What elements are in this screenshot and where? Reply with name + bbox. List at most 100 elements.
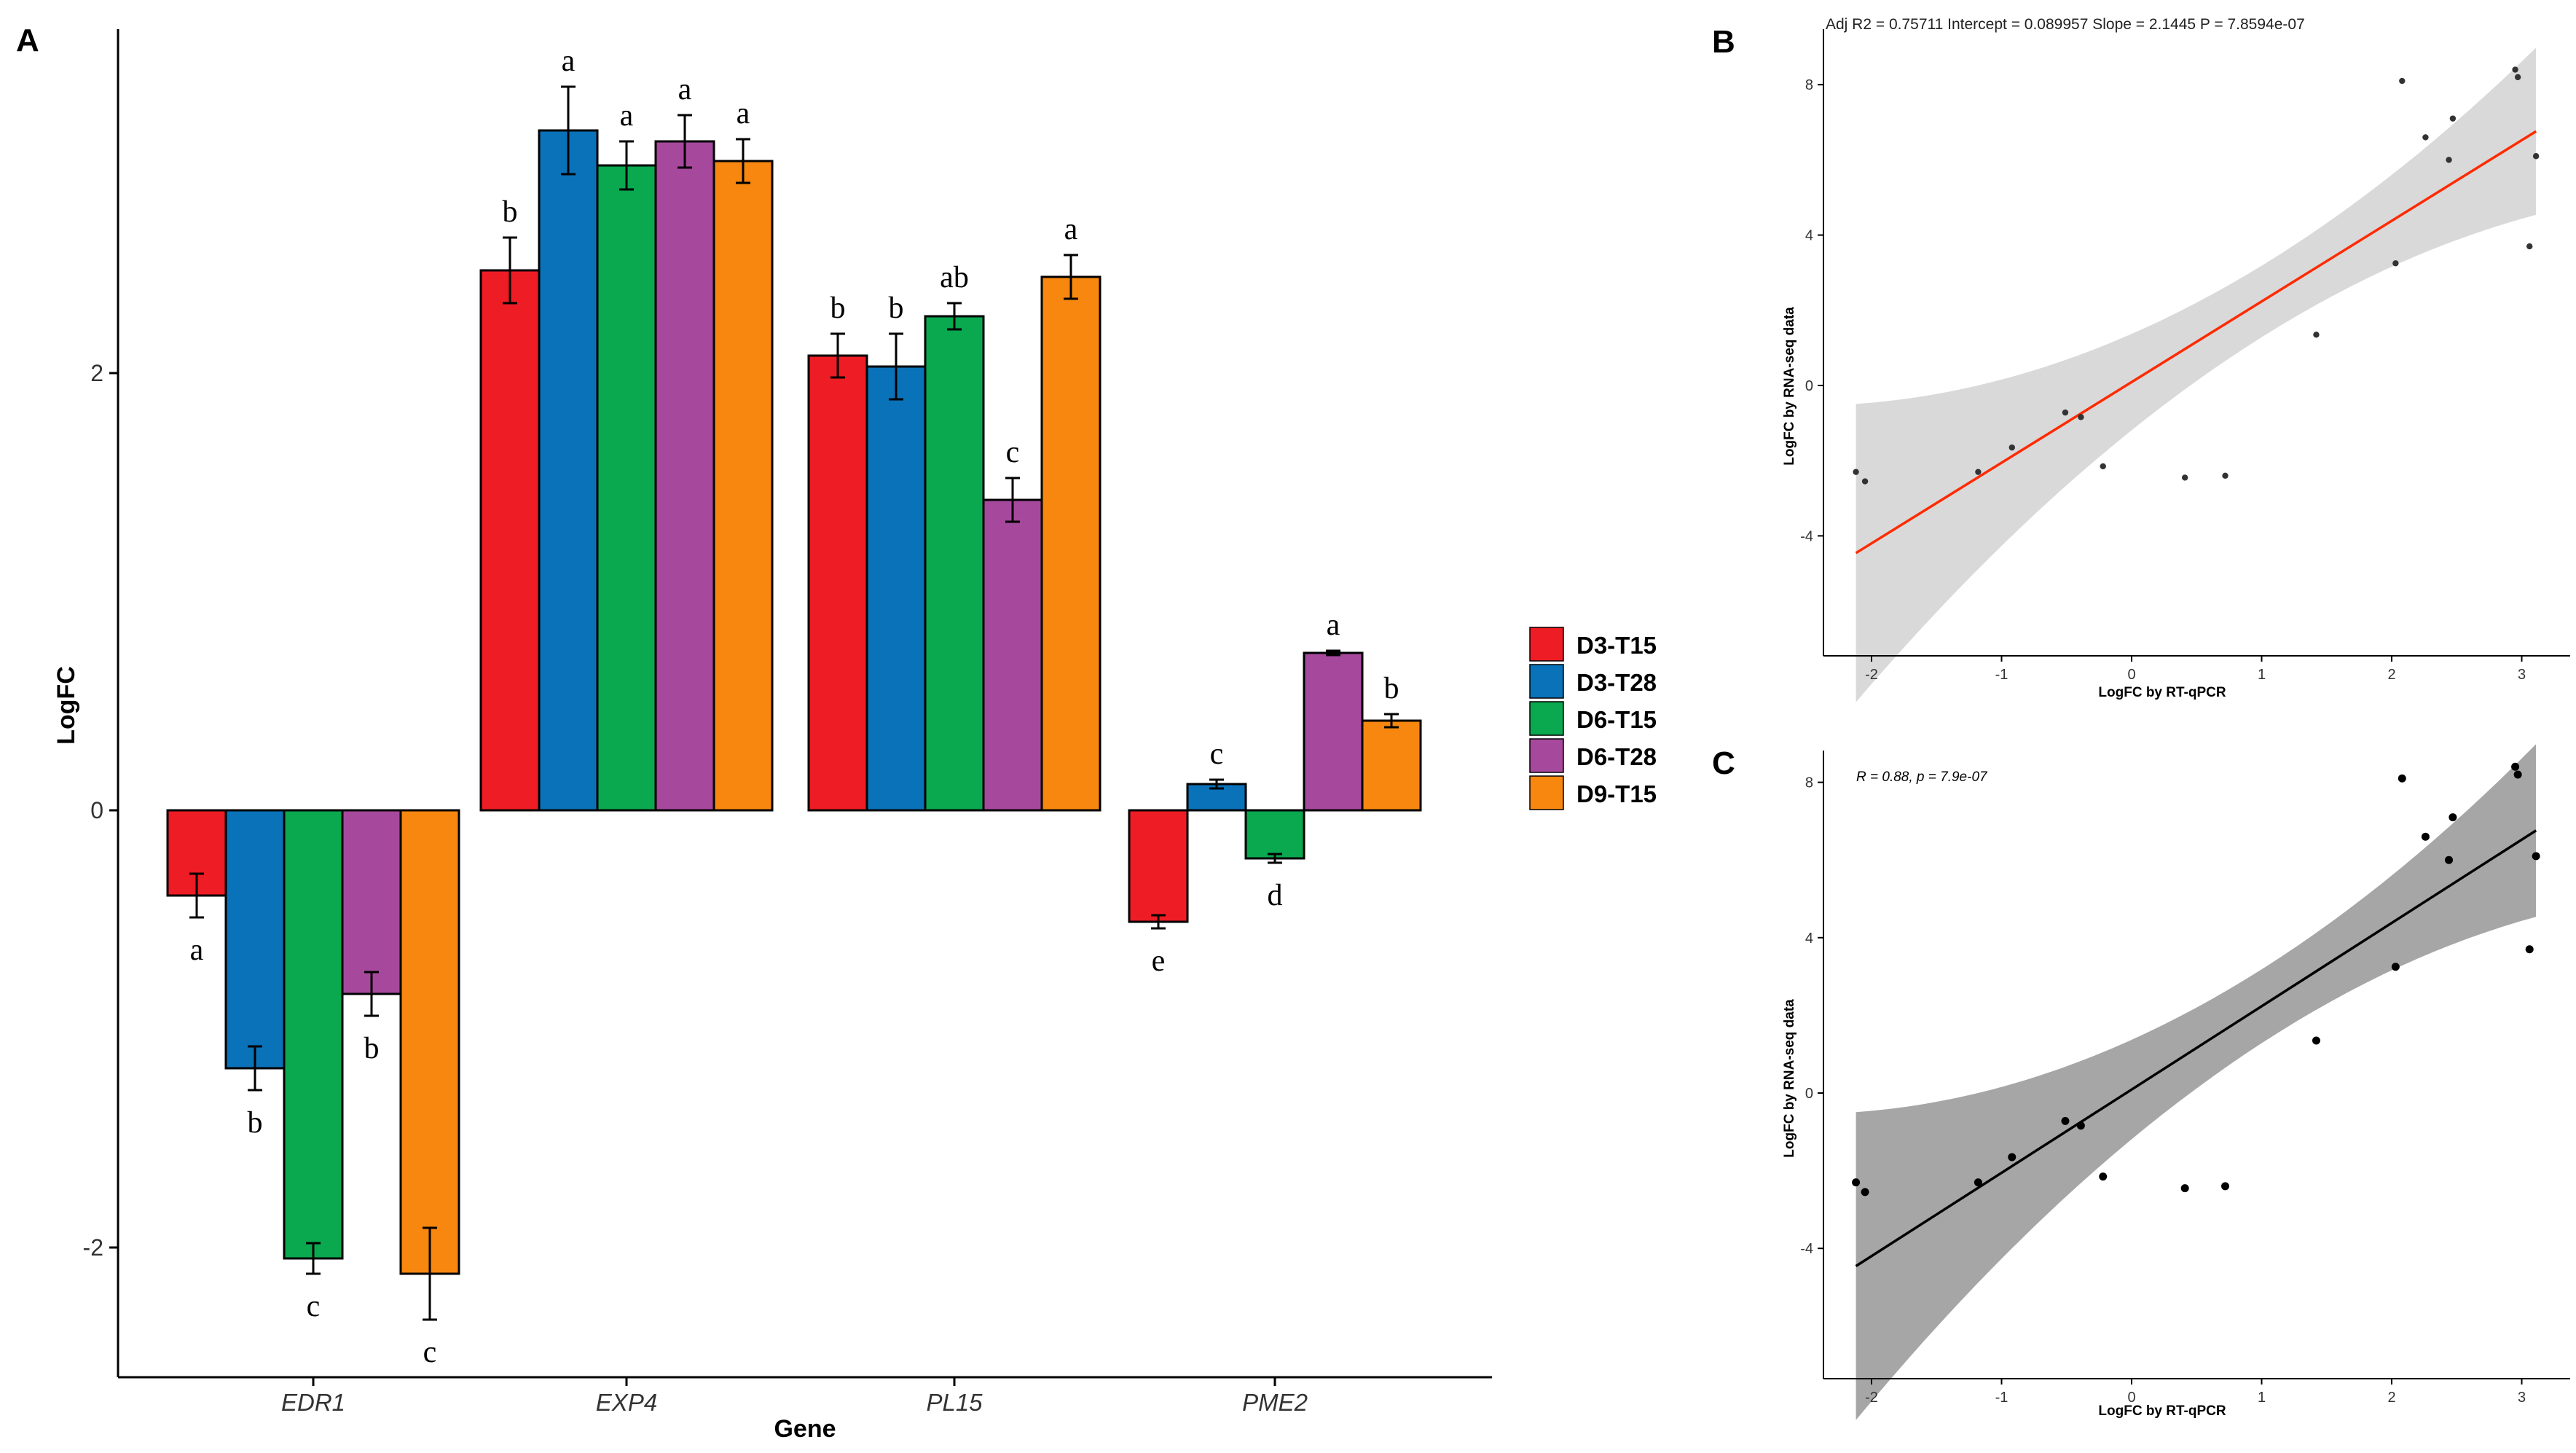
panel-b-data-point [2512, 66, 2518, 73]
bar-exp4-d6-t15 [596, 164, 657, 812]
error-bar-exp4-d3-t28 [561, 85, 576, 176]
significance-letter-edr1-d3-t15: a [190, 933, 204, 967]
panel-c: C LogFC by RNA-seq data LogFC by RT-qPCR… [1712, 744, 2570, 1420]
significance-letter-pl15-d6-t28: c [1006, 436, 1020, 469]
panel-c-data-point [2312, 1036, 2320, 1045]
error-bar-edr1-d6-t15 [306, 1242, 321, 1275]
panel-c-data-point [2532, 852, 2540, 861]
significance-letter-exp4-d6-t15: a [620, 99, 634, 133]
panel-b-y-tick-label-8: 8 [1805, 77, 1813, 93]
panel-b-x-tick-label-1: 1 [2258, 667, 2266, 683]
panel-c-data-point [2513, 770, 2522, 779]
significance-letter-pme2-d3-t15: e [1152, 944, 1166, 978]
significance-letter-exp4-d3-t15: b [503, 195, 518, 229]
significance-letter-pme2-d9-t15: b [1384, 672, 1399, 705]
panel-b: B Adj R2 = 0.75711 Intercept = 0.089957 … [1712, 16, 2570, 702]
panel-b-data-point [2313, 332, 2320, 338]
panel-a: A LogFC Gene -202 EDR1 EXP4 PL15 PME2 abbeb… [16, 23, 1657, 1443]
panel-c-data-point [2391, 963, 2400, 971]
x-tick-label-pme2: PME2 [1242, 1389, 1308, 1416]
panel-c-data-point [2449, 813, 2457, 822]
error-bar-edr1-d3-t15 [189, 872, 204, 919]
panel-b-x-tick-label-1: -1 [1995, 667, 2008, 683]
bar-pme2-d6-t15 [1244, 809, 1305, 860]
panel-b-data-point [2449, 115, 2457, 122]
error-bar-pl15-d3-t28 [889, 332, 903, 401]
panel-c-regression-line [1855, 829, 2537, 1267]
error-bar-exp4-d6-t28 [678, 114, 692, 169]
panel-c-data-point [2180, 1184, 2189, 1193]
error-bar-exp4-d9-t15 [736, 138, 750, 184]
error-bar-edr1-d9-t15 [423, 1226, 437, 1321]
panel-a-x-ticks: EDR1 EXP4 PL15 PME2 [281, 1377, 1308, 1416]
panel-b-regression-line [1855, 130, 2537, 555]
legend-swatch-d6-t15 [1529, 701, 1564, 736]
panel-c-x-tick-label-0: 0 [2127, 1390, 2135, 1406]
error-bar-exp4-d6-t15 [619, 140, 634, 191]
panel-b-data-point [2422, 134, 2429, 141]
panel-b-data-point [2181, 474, 2188, 481]
panel-a-letter: A [16, 23, 39, 58]
panel-b-data-point [2514, 74, 2521, 81]
panel-c-y-tick-label-4: -4 [1800, 1241, 1813, 1257]
legend-label-d3-t15: D3-T15 [1576, 632, 1657, 659]
bar-exp4-d9-t15 [712, 160, 774, 812]
panel-c-data-point [2398, 774, 2406, 783]
significance-letter-exp4-d9-t15: a [737, 97, 750, 130]
panel-b-data-point [2392, 260, 2399, 267]
bar-exp4-d3-t15 [479, 269, 541, 812]
legend-label-d6-t28: D6-T28 [1576, 743, 1657, 770]
panel-c-data-point [2061, 1116, 2070, 1125]
legend-swatch-d3-t15 [1529, 627, 1564, 662]
panel-c-data-point [2445, 855, 2454, 864]
error-bar-pme2-d6-t15 [1268, 853, 1282, 864]
bar-pme2-d3-t15 [1128, 809, 1189, 923]
panel-c-y-tick-label-0: 0 [1805, 1086, 1813, 1102]
significance-letter-pl15-d6-t15: ab [940, 261, 969, 294]
panel-c-data-point [2099, 1172, 2108, 1181]
panel-b-data-point [1861, 478, 1869, 485]
panel-a-y-axis-title: LogFC [52, 666, 80, 745]
legend-swatch-d3-t28 [1529, 664, 1564, 699]
error-bar-pme2-d3-t28 [1209, 778, 1224, 790]
panel-b-y-tick-label-4: 4 [1805, 228, 1813, 244]
significance-letter-edr1-d6-t15: c [307, 1290, 321, 1323]
legend-label-d9-t15: D9-T15 [1576, 780, 1657, 807]
panel-c-data-point [2525, 945, 2534, 954]
panel-b-y-tick-label-4: -4 [1800, 528, 1813, 544]
panel-b-x-tick-label-2: 2 [2387, 667, 2395, 683]
panel-b-data-point [2008, 444, 2015, 451]
panel-c-data-point [1974, 1178, 1982, 1187]
panel-a-legend: D3-T15 D3-T28 D6-T15 D6-T28 D9-T15 [1529, 627, 1657, 810]
panel-b-data-point [2078, 414, 2084, 420]
error-bar-pl15-d3-t15 [830, 332, 845, 379]
panel-b-data-point [1853, 469, 1859, 475]
legend-swatch-d9-t15 [1529, 775, 1564, 810]
panel-c-letter: C [1712, 745, 1735, 781]
panel-c-data-point [2221, 1182, 2230, 1191]
panel-b-data-point [2532, 153, 2540, 160]
panel-c-x-tick-label-2: -2 [1865, 1390, 1878, 1406]
panel-b-data-point [2399, 77, 2406, 85]
error-bar-pl15-d6-t15 [947, 302, 962, 331]
panel-c-confidence-band [1856, 744, 2537, 1420]
error-bar-exp4-d3-t15 [503, 236, 517, 305]
panel-c-data-point [2511, 762, 2520, 771]
panel-c-x-tick-label-1: -1 [1995, 1390, 2008, 1406]
bar-pme2-d6-t28 [1303, 651, 1364, 812]
panel-c-y-tick-label-8: 8 [1805, 775, 1813, 791]
y-tick-label-0: 0 [90, 797, 103, 823]
significance-letter-pl15-d3-t28: b [889, 291, 904, 325]
panel-b-y-axis-title: LogFC by RNA-seq data [1782, 307, 1797, 466]
panel-b-x-axis-title: LogFC by RT-qPCR [2098, 685, 2226, 700]
panel-b-x-tick-label-2: -2 [1865, 667, 1878, 683]
panel-b-data-point [2526, 243, 2533, 250]
panel-c-stats: R = 0.88, p = 7.9e-07 [1856, 769, 1988, 785]
significance-letter-pl15-d9-t15: a [1064, 213, 1078, 246]
x-tick-label-exp4: EXP4 [596, 1389, 657, 1416]
bar-pl15-d9-t15 [1040, 275, 1102, 812]
panel-b-data-point [2222, 472, 2229, 479]
error-bar-edr1-d6-t28 [364, 971, 379, 1017]
error-bar-pl15-d6-t28 [1005, 477, 1020, 523]
